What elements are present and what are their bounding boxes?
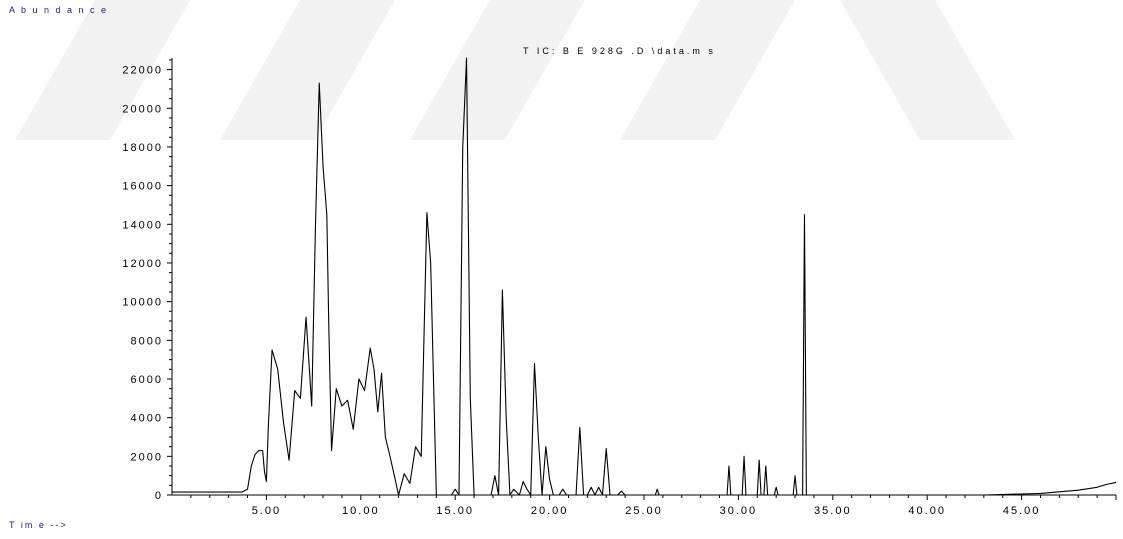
y-tick-label: 6000 [131,374,163,386]
y-tick-label: 14000 [122,219,163,231]
y-ticks: 0 2000 4000 6000 8000 10000 12000 14000 16000 180… [122,59,172,502]
series [172,57,1117,496]
x-tick-label: 25.00 [625,505,663,517]
y-tick-label: 10000 [122,297,163,309]
y-axis-title: A b u n d a n c e [9,5,109,15]
y-tick-label: 16000 [122,181,163,193]
chart-title: T IC: B E 928G .D \data.m s [523,46,716,56]
x-tick-label: 30.00 [720,505,758,517]
y-tick-label: 8000 [131,335,163,347]
x-axis-title: T im e --> [9,520,68,530]
y-tick-label: 4000 [131,413,163,425]
y-tick-label: 12000 [122,258,163,270]
y-tick-label: 18000 [122,142,163,154]
x-tick-label: 20.00 [531,505,569,517]
x-tick-label: 15.00 [436,505,474,517]
x-tick-label: 5.00 [252,505,281,517]
x-tick-label: 10.00 [342,505,380,517]
y-tick-label: 2000 [131,451,163,463]
y-tick-label: 22000 [122,65,163,77]
x-tick-label: 45.00 [1003,505,1041,517]
y-tick-label: 20000 [122,103,163,115]
tic-trace-line [172,57,1117,496]
x-tick-label: 40.00 [908,505,946,517]
axes [171,58,1116,496]
x-ticks: 5.00 10.00 15.00 20.00 25.00 30.00 35.00 40.00 4… [190,495,1117,517]
y-tick-label: 0 [155,490,163,502]
x-tick-label: 35.00 [814,505,852,517]
